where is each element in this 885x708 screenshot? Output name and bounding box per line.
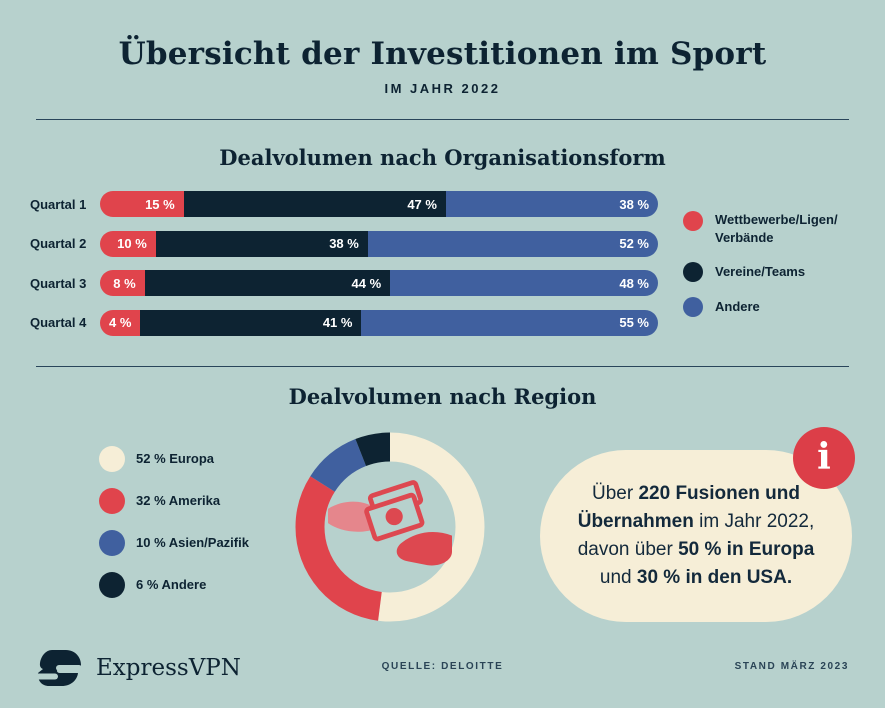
bar-segment: 8 %	[100, 270, 145, 296]
legend-dot	[99, 488, 125, 514]
bar-segment-value: 41 %	[322, 315, 353, 330]
legend-label: 10 % Asien/Pazifik	[136, 534, 249, 550]
legend-item: 52 % Europa	[99, 446, 249, 472]
bar-row-label: Quartal 2	[30, 236, 87, 251]
page-subtitle: IM JAHR 2022	[384, 81, 501, 96]
bar-segment: 48 %	[390, 270, 658, 296]
org-chart-title: Dealvolumen nach Organisationsform	[219, 145, 666, 170]
legend-label: 6 % Andere	[136, 576, 207, 592]
page-title: Übersicht der Investitionen im Sport	[118, 36, 767, 72]
donut-segment-andere	[295, 432, 485, 622]
info-box-line: Übernahmen im Jahr 2022,	[577, 511, 815, 532]
bar-segment-value: 8 %	[113, 275, 136, 291]
bar-segment: 41 %	[140, 309, 362, 336]
divider	[36, 119, 849, 120]
bar-segment: 44 %	[144, 270, 391, 296]
bar-segment-value: 47 %	[407, 196, 437, 212]
bar-segment-value: 15 %	[145, 196, 175, 212]
info-icon: i	[793, 427, 855, 489]
info-box-line: davon über 50 % in Europa	[577, 539, 815, 560]
bar-row: Quartal 2 10 % 38 % 52 %	[30, 230, 658, 257]
bar-segment: 10 %	[100, 230, 156, 257]
legend-dot	[99, 530, 125, 556]
info-icon-glyph: i	[817, 435, 831, 478]
bar-segment: 15 %	[100, 191, 184, 217]
bar-segment-value: 4 %	[109, 315, 132, 330]
legend-item: 32 % Amerika	[99, 488, 249, 514]
bar-row: Quartal 3 8 % 44 % 48 %	[30, 270, 658, 296]
legend-item: 6 % Andere	[99, 572, 249, 598]
donut-chart	[295, 432, 485, 622]
legend-dot	[99, 572, 125, 598]
expressvpn-logo-icon	[36, 650, 82, 686]
bar-row: Quartal 4 4 % 41 % 55 %	[30, 309, 658, 336]
legend-item: Andere	[683, 297, 838, 318]
legend-item: Vereine/Teams	[683, 262, 838, 283]
legend-item: Wettbewerbe/Ligen/ Verbände	[683, 211, 838, 247]
bar-segment-value: 48 %	[619, 275, 649, 291]
bar-chart-rows: Quartal 1 15 % 47 % 38 % Quartal 2 10 % 38 % 52…	[30, 191, 658, 349]
region-chart-title: Dealvolumen nach Region	[288, 384, 597, 409]
donut-segment-amerika	[295, 432, 485, 622]
info-box-line: und 30 % in den USA.	[599, 567, 793, 588]
bar-row: Quartal 1 15 % 47 % 38 %	[30, 191, 658, 217]
bar-segment: 38 %	[155, 230, 368, 257]
org-legend: Wettbewerbe/Ligen/ Verbände Vereine/Teams…	[683, 211, 838, 318]
date-note: STAND MÄRZ 2023	[734, 661, 849, 672]
bar-segment-value: 38 %	[619, 196, 650, 212]
bar-track: 15 % 47 % 38 %	[100, 191, 658, 217]
bar-row-label: Quartal 1	[30, 196, 87, 212]
bar-segment: 4 %	[100, 309, 141, 336]
legend-label: Vereine/Teams	[715, 264, 806, 280]
bar-row-label: Quartal 3	[30, 275, 87, 291]
legend-dot	[683, 211, 703, 231]
info-box-line: Über 220 Fusionen und	[592, 483, 800, 504]
legend-label: 32 % Amerika	[136, 492, 221, 508]
bar-segment-value: 52 %	[619, 236, 649, 251]
bar-segment: 55 %	[361, 309, 658, 336]
bar-segment-value: 10 %	[117, 236, 147, 251]
bar-track: 8 % 44 % 48 %	[100, 270, 658, 296]
hand-giving-money-icon	[328, 480, 452, 566]
region-legend: 52 % Europa 32 % Amerika 10 % Asien/Pazifi…	[99, 446, 249, 598]
donut-svg	[295, 432, 485, 622]
bar-segment: 52 %	[367, 230, 658, 257]
legend-label: Wettbewerbe/Ligen/ Verbände	[715, 212, 838, 246]
bar-segment: 38 %	[445, 191, 658, 217]
brand-logo: ExpressVPN	[36, 648, 241, 688]
legend-dot	[683, 262, 703, 283]
donut-segments	[295, 432, 485, 622]
bar-segment-value: 38 %	[329, 236, 359, 251]
legend-item: 10 % Asien/Pazifik	[99, 530, 249, 556]
bar-segment-value: 44 %	[351, 275, 382, 291]
legend-label: 52 % Europa	[136, 450, 215, 466]
legend-label: Andere	[715, 299, 760, 315]
legend-dot	[683, 297, 703, 318]
bar-track: 4 % 41 % 55 %	[100, 309, 658, 336]
legend-dot	[99, 446, 125, 472]
bar-track: 10 % 38 % 52 %	[100, 230, 658, 257]
source-note: QUELLE: DELOITTE	[381, 661, 504, 672]
brand-name: ExpressVPN	[96, 655, 241, 681]
bar-row-label: Quartal 4	[30, 315, 87, 330]
bar-segment-value: 55 %	[619, 315, 649, 330]
bar-segment: 47 %	[183, 191, 446, 217]
divider	[36, 366, 849, 367]
